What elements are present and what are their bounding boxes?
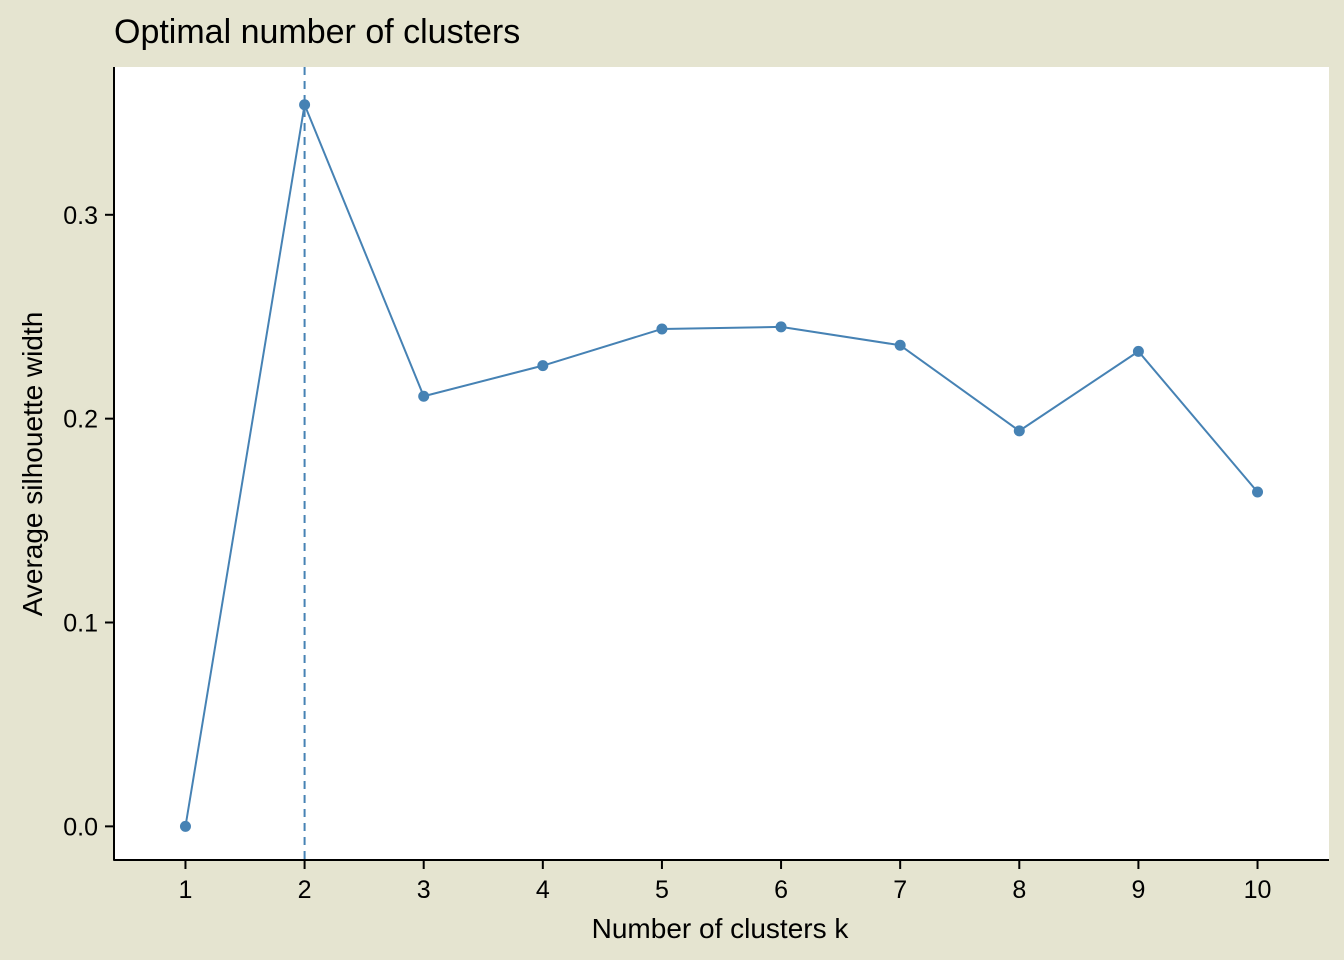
y-tick-label: 0.1 [63,610,98,638]
x-tick-label: 3 [417,876,431,904]
y-tick-label: 0.3 [63,202,98,230]
y-axis-title: Average silhouette width [17,312,48,617]
x-tick-label: 5 [655,876,669,904]
data-point [656,323,668,335]
x-axis-title: Number of clusters k [592,913,850,944]
x-tick-label: 8 [1012,876,1026,904]
x-tick-label: 9 [1131,876,1145,904]
data-point [775,321,787,333]
series-line [184,103,1259,827]
data-point [1252,486,1264,498]
plot-panel [114,67,1329,860]
x-tick-label: 1 [179,876,193,904]
chart-title: Optimal number of clusters [114,13,520,51]
x-tick-label: 6 [774,876,788,904]
data-point [299,99,311,111]
data-point [537,360,549,372]
data-point [1013,425,1025,437]
axis-layer: 1 2 3 4 5 6 7 8 9 10 0.0 0.1 0.2 0.3 [63,67,1329,904]
x-tick-label: 4 [536,876,550,904]
x-tick-label: 7 [893,876,907,904]
data-point [1132,345,1144,357]
data-point [418,390,430,402]
data-point [179,820,191,832]
x-tick-label: 10 [1244,876,1272,904]
x-tick-label: 2 [298,876,312,904]
y-tick-label: 0.2 [63,406,98,434]
data-point [894,339,906,351]
series-layer [179,99,1264,832]
y-tick-label: 0.0 [63,813,98,841]
